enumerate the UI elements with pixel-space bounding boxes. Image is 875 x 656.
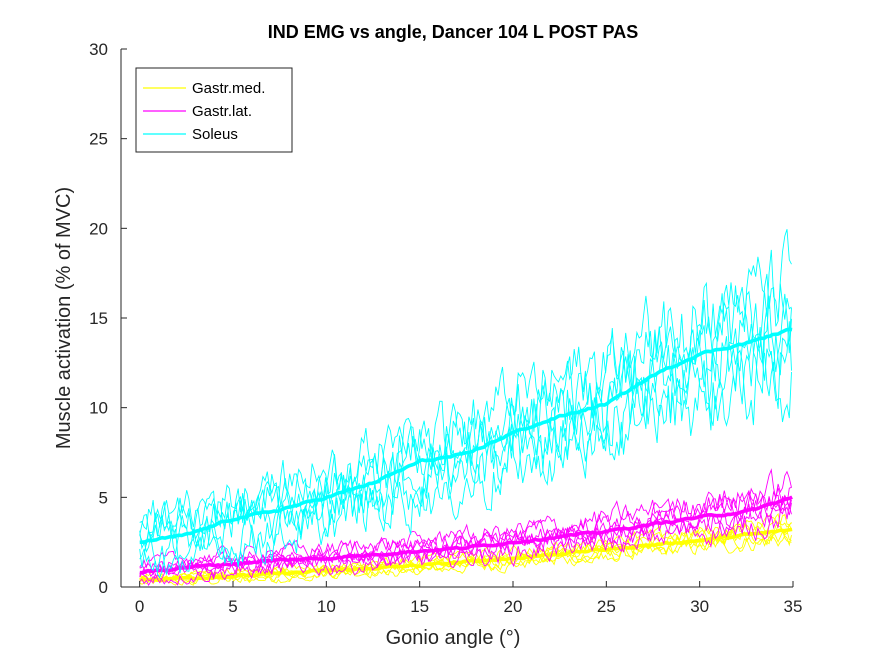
mean-line [139,527,793,583]
y-tick-label: 20 [89,219,108,238]
trial-line [139,326,792,579]
y-tick-label: 25 [89,130,108,149]
plot-data [139,229,793,587]
y-tick-label: 15 [89,309,108,328]
y-tick-label: 0 [99,578,108,597]
legend-label: Gastr.med. [192,80,265,97]
trial-line [139,290,792,550]
mean-line [139,495,793,575]
y-tick-label: 10 [89,399,108,418]
x-tick-label: 0 [135,597,144,616]
series-gastrlat [139,468,793,587]
series-soleus [139,229,793,579]
x-tick-label: 15 [410,597,429,616]
y-tick-label: 30 [89,40,108,59]
trial-line [139,486,792,573]
legend-label: Soleus [192,126,238,143]
x-tick-label: 5 [228,597,237,616]
legend-label: Gastr.lat. [192,103,252,120]
y-axis-label: Muscle activation (% of MVC) [53,187,75,449]
series-gastrmed [139,512,793,586]
x-tick-label: 25 [597,597,616,616]
x-tick-label: 20 [504,597,523,616]
trial-line [139,496,792,587]
y-tick-label: 5 [99,488,108,507]
legend-box [135,67,293,153]
trial-line [139,487,792,578]
x-axis-label: Gonio angle (°) [386,627,521,649]
mean-line [139,327,793,545]
x-tick-label: 10 [317,597,336,616]
legend: Gastr.med. Gastr.lat. Soleus [135,67,293,153]
axes: 0 5 10 15 20 25 30 35 0 5 10 15 20 25 30 [89,40,802,616]
x-tick-label: 30 [690,597,709,616]
chart-title: IND EMG vs angle, Dancer 104 L POST PAS [268,22,638,42]
trial-line [139,229,792,539]
x-tick-label: 35 [784,597,803,616]
